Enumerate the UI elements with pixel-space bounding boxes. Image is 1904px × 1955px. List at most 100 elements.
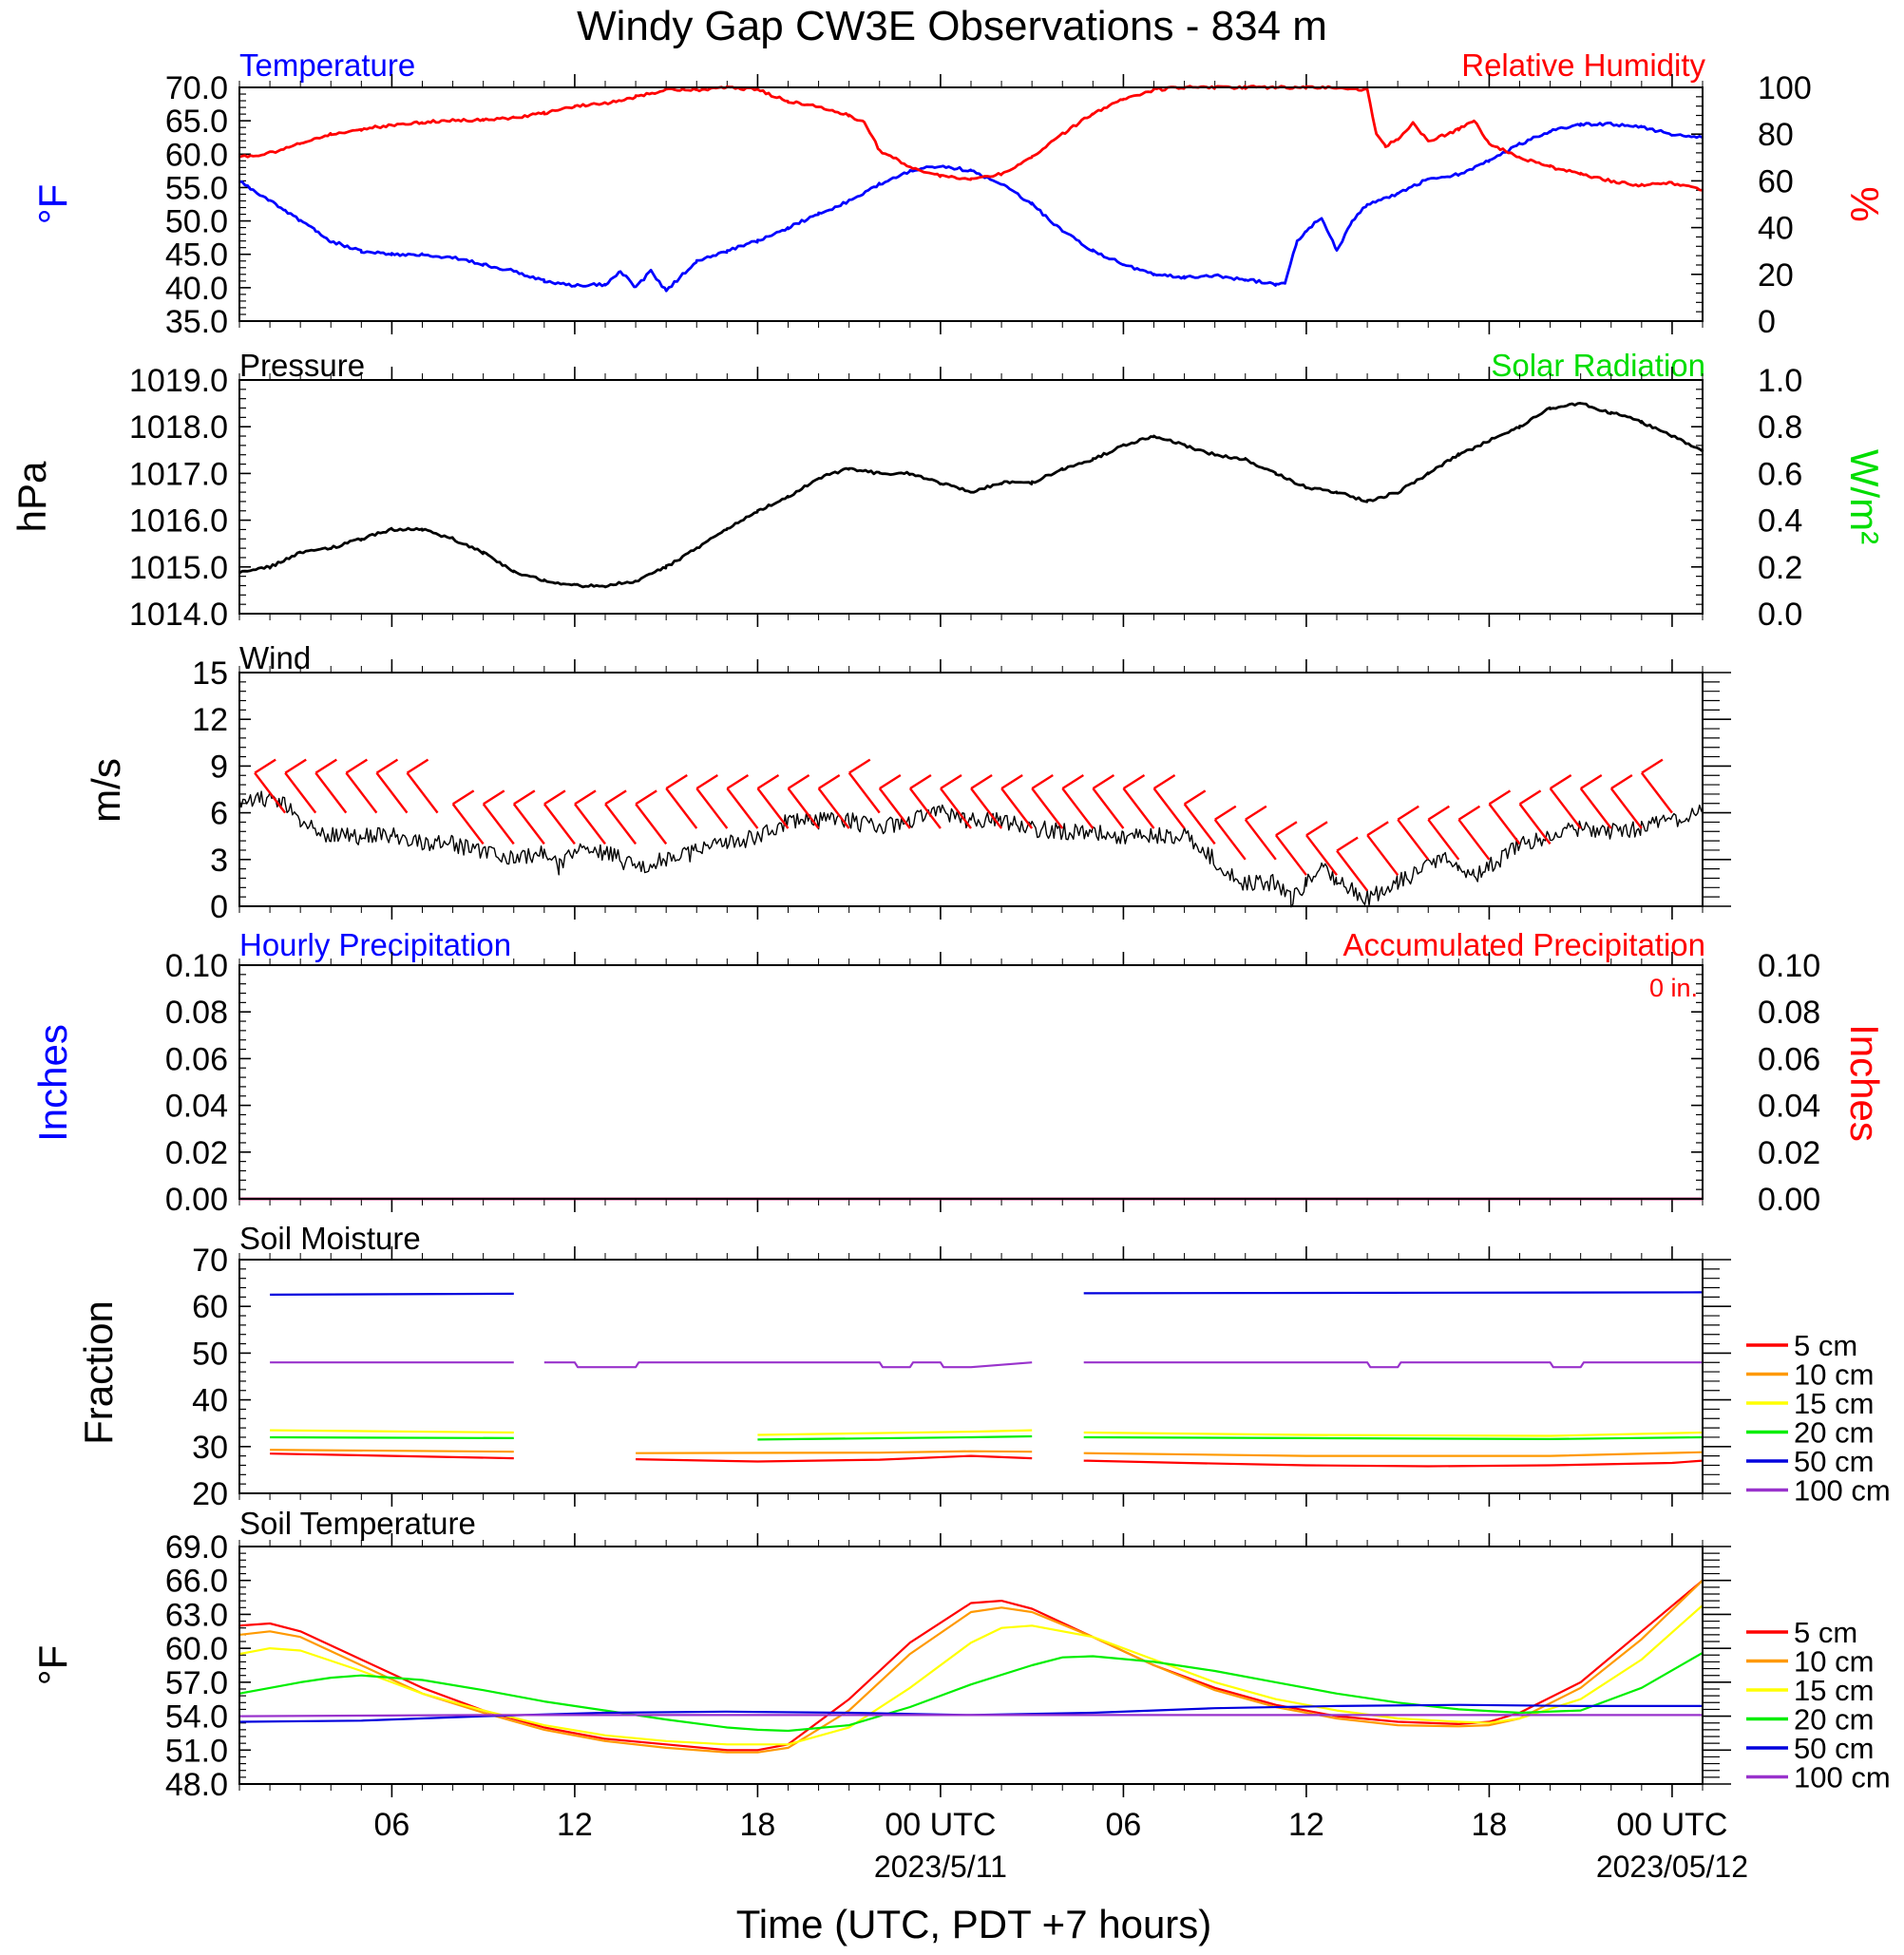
x-tick-label: 06 [374,1807,410,1843]
wind-barb-flag [1397,805,1419,821]
legend-label: 20 cm [1794,1703,1874,1737]
wind-barb-flag [1000,773,1023,790]
y-tick-label-left: 1014.0 [129,597,228,633]
soil-temperature-title: Soil Temperature [239,1506,476,1541]
wind-barb [284,771,317,814]
wind-barb-flag [483,789,505,806]
wind-barb-flag [848,758,871,774]
temperature-unit: °F [30,184,75,224]
wind-barb [726,788,759,829]
wind-barb [1244,819,1277,861]
solar-unit: W/m² [1842,449,1887,544]
y-tick-label-right: 80 [1758,117,1794,153]
wind-panel: Wind m/s 15 12 9 6 3 0 [84,640,1731,925]
plot-frame [238,1546,1704,1785]
wind-barb-flag [940,773,962,790]
wind-barb-flag [1518,789,1542,806]
wind-barb [512,803,545,845]
y-tick-label-left: 60.0 [165,1631,228,1667]
wind-barb [1427,819,1460,861]
series-line-15-cm [270,1429,1704,1437]
accum-precip-unit: Inches [1842,1024,1887,1142]
series-line-wind [238,790,1704,908]
wind-barb [1122,788,1155,829]
soil-moisture-unit: Fraction [76,1300,121,1445]
y-tick-label-left: 66.0 [165,1564,228,1600]
y-tick-label-left: 1018.0 [129,409,228,446]
y-tick-label-right: 0.02 [1758,1135,1820,1171]
y-tick-label-right: 60 [1758,163,1794,199]
wind-barb-flag [284,758,307,774]
wind-barb [695,788,729,829]
x-tick-label: 12 [557,1807,593,1843]
y-tick-label-left: 0 [210,889,228,925]
y-tick-label-right: 0.10 [1758,948,1820,984]
wind-barb-flag [1366,821,1389,837]
y-tick-label-right: 0.00 [1758,1182,1820,1218]
y-tick-label-right: 0.6 [1758,456,1802,492]
y-tick-label-left: 1016.0 [129,503,228,540]
legend-label: 100 cm [1794,1474,1891,1508]
y-tick-label-left: 0.02 [165,1135,228,1171]
y-tick-label-right: 0.08 [1758,995,1820,1031]
wind-barb [375,771,409,814]
wind-title: Wind [239,640,311,675]
wind-barb-flag [314,758,337,774]
series-line-temperature [239,122,1704,293]
wind-barb [604,803,638,845]
y-tick-label-left: 55.0 [165,170,228,206]
y-tick-label-left: 50.0 [165,204,228,240]
soil-temperature-unit: °F [30,1645,75,1685]
y-tick-label-right: 0.8 [1758,409,1802,446]
wind-barb [1336,849,1369,892]
humidity-title: Relative Humidity [1461,47,1705,83]
wind-barb-flag [756,773,780,790]
wind-barb [1000,788,1034,829]
series-line-50-cm [270,1291,1704,1296]
wind-unit: m/s [84,758,128,823]
x-tick-label: 18 [740,1807,776,1843]
y-tick-label-right: 0.2 [1758,550,1802,586]
y-tick-label-left: 1017.0 [129,456,228,492]
wind-barb-flag [970,773,993,790]
y-tick-label-left: 0.10 [165,948,228,984]
y-tick-label-left: 6 [210,796,228,832]
wind-barb [1031,788,1064,829]
wind-barb-flag [1457,805,1481,821]
wind-barb [345,771,378,814]
y-tick-label-right: 0.04 [1758,1089,1820,1125]
legend-label: 15 cm [1794,1387,1874,1420]
wind-barb-flag [1275,821,1298,837]
y-tick-label-left: 0.08 [165,995,228,1031]
wind-barb [1213,819,1247,861]
legend-label: 5 cm [1794,1329,1857,1362]
legend-label: 20 cm [1794,1416,1874,1450]
wind-barb [1488,803,1521,845]
series-line-20-cm [238,1651,1704,1733]
temperature-humidity-panel: Temperature Relative Humidity °F % 70.06… [30,47,1887,340]
y-tick-label-right: 1.0 [1758,363,1802,399]
x-tick-label: 18 [1472,1807,1508,1843]
plot-frame [238,379,1704,615]
wind-barb-flag [345,758,369,774]
soil-moisture-title: Soil Moisture [239,1221,421,1256]
series-line-5-cm [238,1579,1704,1752]
wind-barb-flag [1061,773,1084,790]
y-tick-label-right: 0.0 [1758,597,1802,633]
wind-barb-flag [1305,821,1328,837]
wind-barb [406,771,439,814]
precipitation-panel: Hourly Precipitation Accumulated Precipi… [30,927,1887,1218]
wind-barb [254,771,287,814]
wind-barb-flag [1550,773,1572,790]
series-line-100-cm [238,1714,1703,1718]
soil-temperature-panel: Soil Temperature °F 69.066.063.060.057.0… [30,1506,1891,1803]
series-line-100-cm [270,1361,1703,1369]
accum-precip-title: Accumulated Precipitation [1342,927,1705,962]
wind-barb [665,788,698,829]
wind-barb-flag [665,773,688,790]
y-tick-label-left: 30 [192,1430,228,1466]
wind-barb [1457,819,1491,861]
wind-barb [1518,803,1552,845]
legend-label: 100 cm [1794,1761,1891,1794]
wind-barb [970,788,1003,829]
